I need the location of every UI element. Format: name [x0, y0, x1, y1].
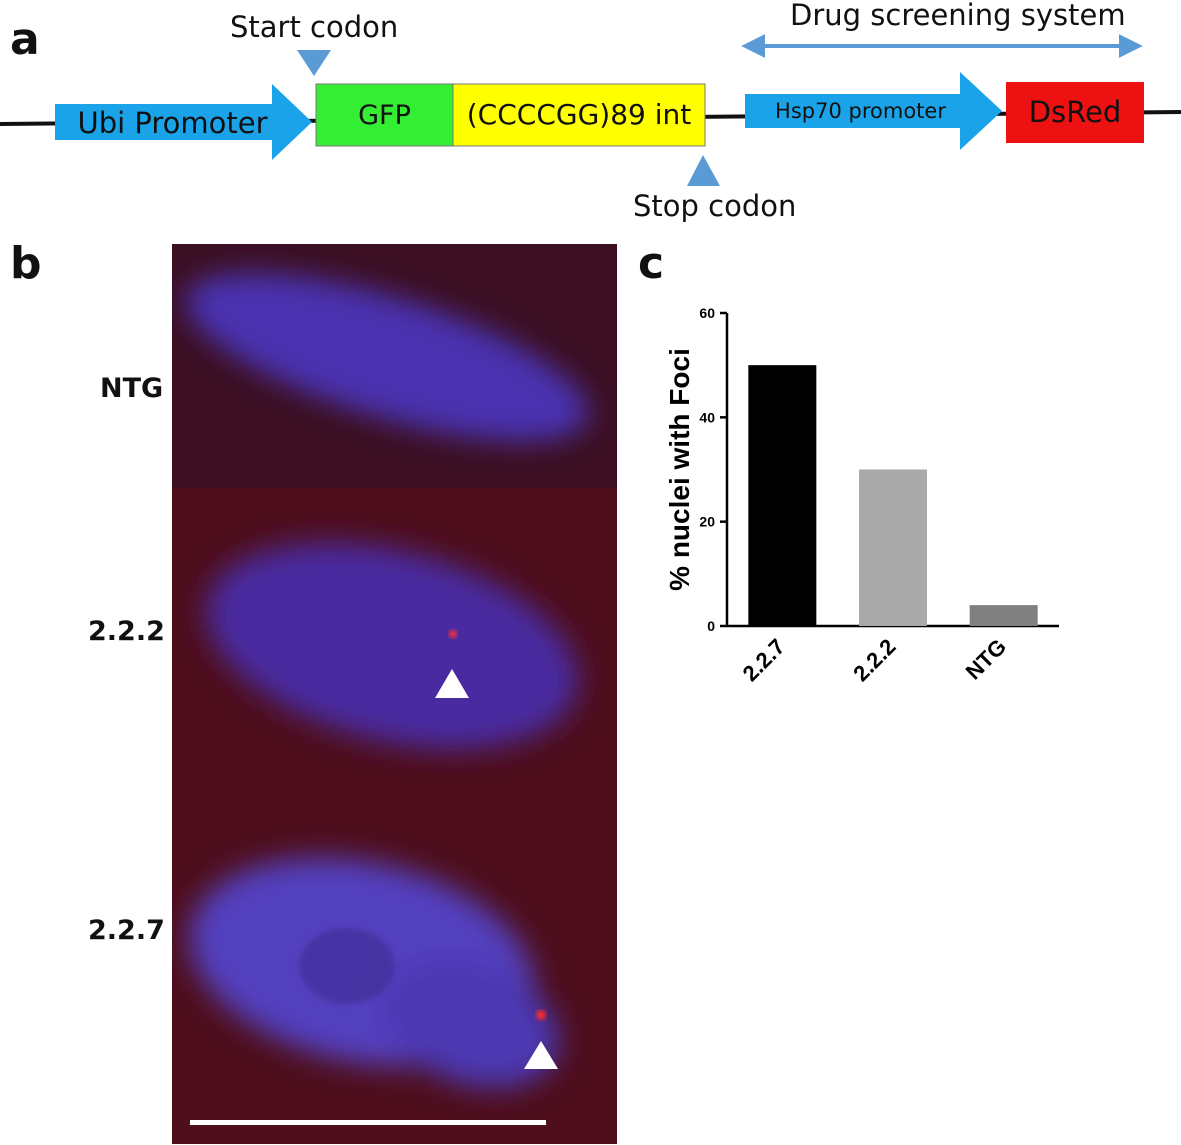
row-label-2-2-2: 2.2.2	[88, 616, 165, 647]
focus-spot-2-2-7	[536, 1010, 546, 1020]
row-label-ntg: NTG	[100, 373, 164, 404]
gfp-box	[315, 83, 454, 147]
nucleus-2-2-2	[206, 542, 578, 750]
repeat-label: (CCCCGG)89 int	[466, 98, 692, 131]
row-label-2-2-7: 2.2.7	[88, 915, 165, 946]
dsred-box	[1006, 82, 1144, 143]
foci-bar-chart: 0 20 40 60 2.2.7 2.2.2 NTG % nuclei with Foci	[664, 305, 1059, 686]
x-tick-label: NTG	[961, 634, 1012, 685]
y-tick-label: 20	[699, 514, 715, 530]
foci-marker-2-2-2	[435, 669, 469, 698]
start-codon-label: Start codon	[230, 10, 399, 44]
panel-letter-c: c	[638, 238, 665, 289]
y-tick-label: 0	[707, 618, 715, 634]
foci-marker-2-2-7	[524, 1041, 558, 1069]
bar-ntg	[969, 605, 1038, 626]
ubi-promoter-arrow	[55, 84, 312, 160]
bar-2-2-2	[859, 469, 927, 626]
construct-diagram	[0, 34, 1181, 186]
panel-letter-b: b	[10, 238, 42, 289]
scale-bar	[190, 1120, 546, 1125]
y-tick-label: 60	[699, 305, 715, 321]
x-tick-label: 2.2.2	[848, 634, 900, 686]
panel-letter-a: a	[10, 14, 40, 65]
drug-screening-label: Drug screening system	[790, 0, 1126, 32]
y-tick-label: 40	[699, 409, 715, 425]
hsp70-promoter-label: Hsp70 promoter	[775, 98, 946, 123]
bar-2-2-7	[748, 365, 817, 626]
nucleus-ntg	[185, 272, 589, 442]
fluorescence-micrograph	[172, 244, 617, 1144]
gfp-label: GFP	[358, 99, 411, 131]
dsred-label: DsRed	[1028, 95, 1122, 129]
focus-spot-2-2-2	[449, 630, 457, 638]
stop-codon-label: Stop codon	[633, 189, 797, 223]
y-axis-label: % nuclei with Foci	[664, 348, 695, 591]
stop-codon-marker	[687, 155, 720, 186]
x-tick-label: 2.2.7	[738, 634, 790, 686]
start-codon-marker	[297, 50, 331, 76]
hsp70-promoter-arrow	[745, 72, 1002, 150]
repeat-box	[452, 83, 706, 147]
ubi-promoter-label: Ubi Promoter	[77, 105, 268, 140]
